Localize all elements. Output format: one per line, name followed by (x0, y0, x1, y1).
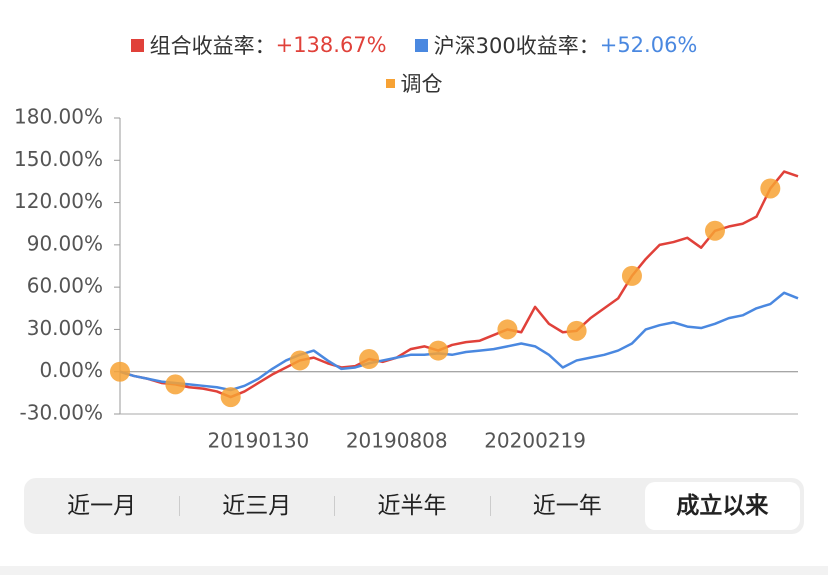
y-tick-label: -30.00% (20, 401, 103, 425)
rebalance-point (566, 320, 587, 341)
rebalance-point (497, 319, 518, 340)
legend-item: 沪深300收益率： +52.06% (414, 32, 698, 58)
tab[interactable]: 成立以来 (644, 482, 801, 530)
y-tick-label: 90.00% (27, 231, 103, 255)
series-line (119, 170, 799, 399)
rebalance-point (165, 374, 186, 395)
rebalance-point (359, 349, 380, 370)
legend-item: 调仓 (385, 70, 443, 96)
y-tick-label: 180.00% (14, 105, 103, 129)
x-tick-label: 20190130 (207, 429, 309, 453)
series-line (119, 291, 799, 392)
y-tick-label: 120.00% (14, 189, 103, 213)
legend-swatch (130, 38, 144, 52)
chart: -30.00% 0.00% 30.00% 60.00% 90.00% 120.00% 150… (14, 105, 799, 453)
legend-item: 组合收益率： +138.67% (130, 32, 387, 58)
legend-swatch (385, 78, 395, 88)
y-tick-label: 150.00% (14, 147, 103, 171)
legend-label: 组合收益率： (149, 34, 276, 58)
legend-label: 调仓 (400, 72, 443, 96)
x-tick-label: 20200219 (484, 429, 586, 453)
rebalance-point (621, 265, 642, 286)
tab[interactable]: 近一年 (489, 482, 645, 530)
x-tick-label: 20190808 (346, 429, 448, 453)
tab-bar: 近一月 近三月 近半年 近一年 成立以来 (24, 478, 804, 534)
y-tick-label: 60.00% (27, 274, 103, 298)
rebalance-point (220, 387, 241, 408)
tab[interactable]: 近一月 (67, 493, 137, 519)
legend: 组合收益率： +138.67% 沪深300收益率： +52.06% 调仓 (0, 32, 828, 96)
tab[interactable]: 近三月 (179, 482, 334, 530)
legend-label: 沪深300收益率： (433, 34, 600, 58)
tab[interactable]: 近半年 (334, 482, 489, 530)
rebalance-point (760, 178, 781, 199)
rebalance-point (110, 361, 130, 382)
rebalance-point (704, 220, 725, 241)
y-tick-label: 0.00% (39, 358, 103, 382)
rebalance-point (428, 340, 449, 361)
legend-value: +52.06% (599, 33, 698, 57)
legend-swatch (414, 38, 428, 52)
legend-value: +138.67% (275, 33, 387, 57)
y-tick-label: 30.00% (27, 316, 103, 340)
rebalance-point (289, 350, 310, 371)
footer-strip (0, 566, 828, 575)
